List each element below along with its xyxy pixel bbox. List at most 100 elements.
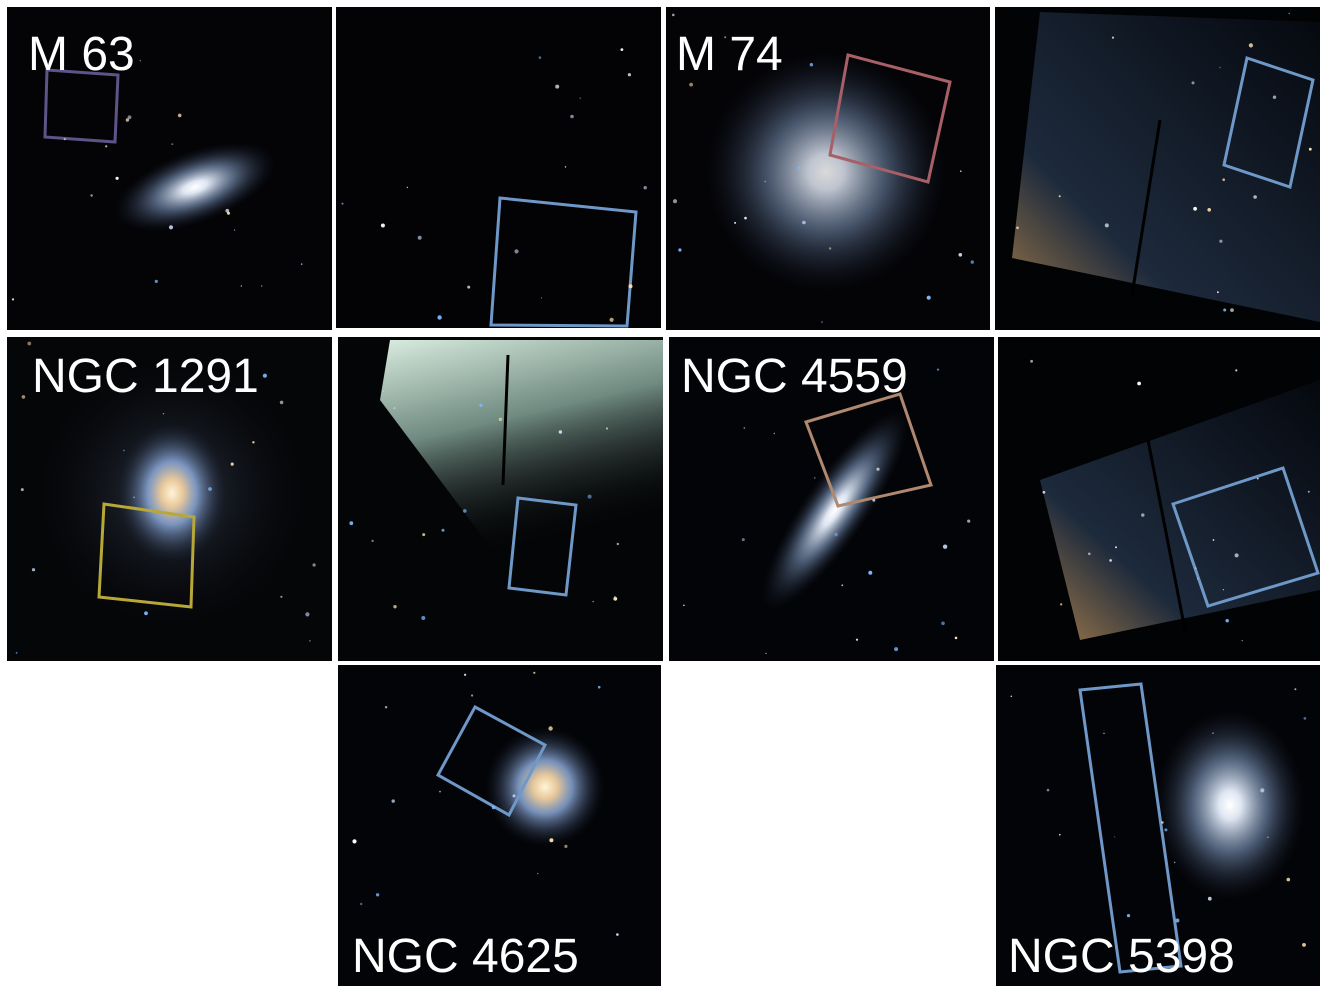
star bbox=[765, 652, 767, 655]
star bbox=[764, 180, 767, 183]
star bbox=[1286, 877, 1291, 882]
field-box bbox=[435, 704, 548, 818]
star bbox=[1222, 178, 1225, 181]
galaxy bbox=[117, 423, 227, 563]
field-box bbox=[828, 53, 952, 184]
star bbox=[123, 449, 125, 452]
star bbox=[628, 284, 633, 289]
star bbox=[471, 694, 474, 697]
galaxy-label: M 63 bbox=[28, 28, 135, 81]
star bbox=[1241, 639, 1243, 642]
field-box bbox=[489, 196, 638, 328]
chip-gap bbox=[1130, 119, 1162, 296]
star bbox=[672, 199, 678, 204]
star bbox=[605, 427, 609, 430]
star bbox=[868, 570, 873, 575]
star bbox=[375, 893, 380, 897]
star bbox=[1141, 513, 1145, 517]
star bbox=[1260, 788, 1265, 793]
star bbox=[1161, 821, 1164, 824]
star bbox=[171, 143, 174, 146]
star bbox=[954, 636, 958, 640]
star bbox=[1197, 578, 1199, 580]
chip-gap bbox=[501, 354, 510, 486]
star bbox=[279, 400, 284, 405]
star bbox=[1191, 81, 1195, 85]
star bbox=[384, 706, 388, 709]
star bbox=[1103, 732, 1105, 735]
star bbox=[127, 115, 132, 120]
star bbox=[597, 685, 601, 689]
star bbox=[538, 56, 542, 59]
star bbox=[1248, 43, 1253, 48]
star bbox=[1030, 359, 1033, 363]
star bbox=[960, 170, 962, 172]
star bbox=[1060, 603, 1063, 606]
star bbox=[406, 186, 409, 189]
star bbox=[834, 532, 838, 537]
star bbox=[467, 285, 471, 289]
star bbox=[1111, 36, 1115, 39]
star bbox=[177, 113, 182, 118]
star bbox=[31, 568, 36, 572]
star bbox=[564, 844, 568, 849]
star bbox=[1230, 308, 1234, 312]
star bbox=[125, 118, 130, 122]
galaxy bbox=[761, 410, 909, 610]
star bbox=[133, 496, 135, 499]
star bbox=[1193, 206, 1197, 211]
star bbox=[371, 539, 374, 543]
star bbox=[421, 616, 426, 620]
star bbox=[620, 48, 624, 51]
star bbox=[240, 285, 242, 287]
star bbox=[1164, 828, 1168, 832]
star bbox=[422, 533, 426, 537]
stars bbox=[11, 12, 1312, 962]
star bbox=[1010, 695, 1013, 698]
star bbox=[958, 253, 963, 257]
hst-field bbox=[1012, 12, 1320, 322]
star bbox=[1109, 559, 1112, 562]
star bbox=[115, 176, 119, 180]
star bbox=[734, 221, 737, 224]
star bbox=[797, 166, 801, 170]
star bbox=[1308, 147, 1312, 151]
star bbox=[724, 36, 727, 39]
star bbox=[349, 521, 354, 526]
star bbox=[305, 612, 310, 617]
star bbox=[1219, 239, 1223, 243]
star bbox=[540, 297, 543, 299]
star bbox=[463, 673, 467, 676]
star bbox=[352, 839, 357, 844]
star bbox=[154, 279, 158, 283]
star bbox=[1058, 195, 1061, 198]
star bbox=[341, 202, 344, 205]
star bbox=[802, 220, 806, 225]
star bbox=[280, 595, 283, 598]
star bbox=[1115, 546, 1117, 549]
star bbox=[393, 407, 396, 409]
field-box bbox=[43, 68, 120, 144]
star bbox=[926, 295, 931, 300]
star bbox=[616, 542, 619, 546]
star bbox=[380, 223, 385, 228]
star bbox=[1207, 896, 1212, 901]
star bbox=[300, 263, 303, 265]
field-box bbox=[1171, 466, 1320, 608]
star bbox=[773, 432, 775, 435]
star bbox=[609, 317, 614, 322]
star bbox=[1217, 291, 1219, 294]
star bbox=[491, 805, 496, 810]
star bbox=[1267, 836, 1269, 838]
field-box bbox=[804, 392, 933, 508]
galaxy-label: NGC 5398 bbox=[1008, 930, 1235, 983]
star bbox=[570, 114, 574, 119]
galaxy-label: NGC 4559 bbox=[681, 350, 908, 403]
galaxy bbox=[1155, 710, 1305, 900]
star bbox=[309, 640, 311, 642]
star bbox=[168, 225, 174, 230]
star bbox=[643, 186, 647, 190]
chip-gap bbox=[1146, 439, 1187, 631]
star bbox=[689, 82, 693, 87]
star bbox=[537, 872, 539, 875]
